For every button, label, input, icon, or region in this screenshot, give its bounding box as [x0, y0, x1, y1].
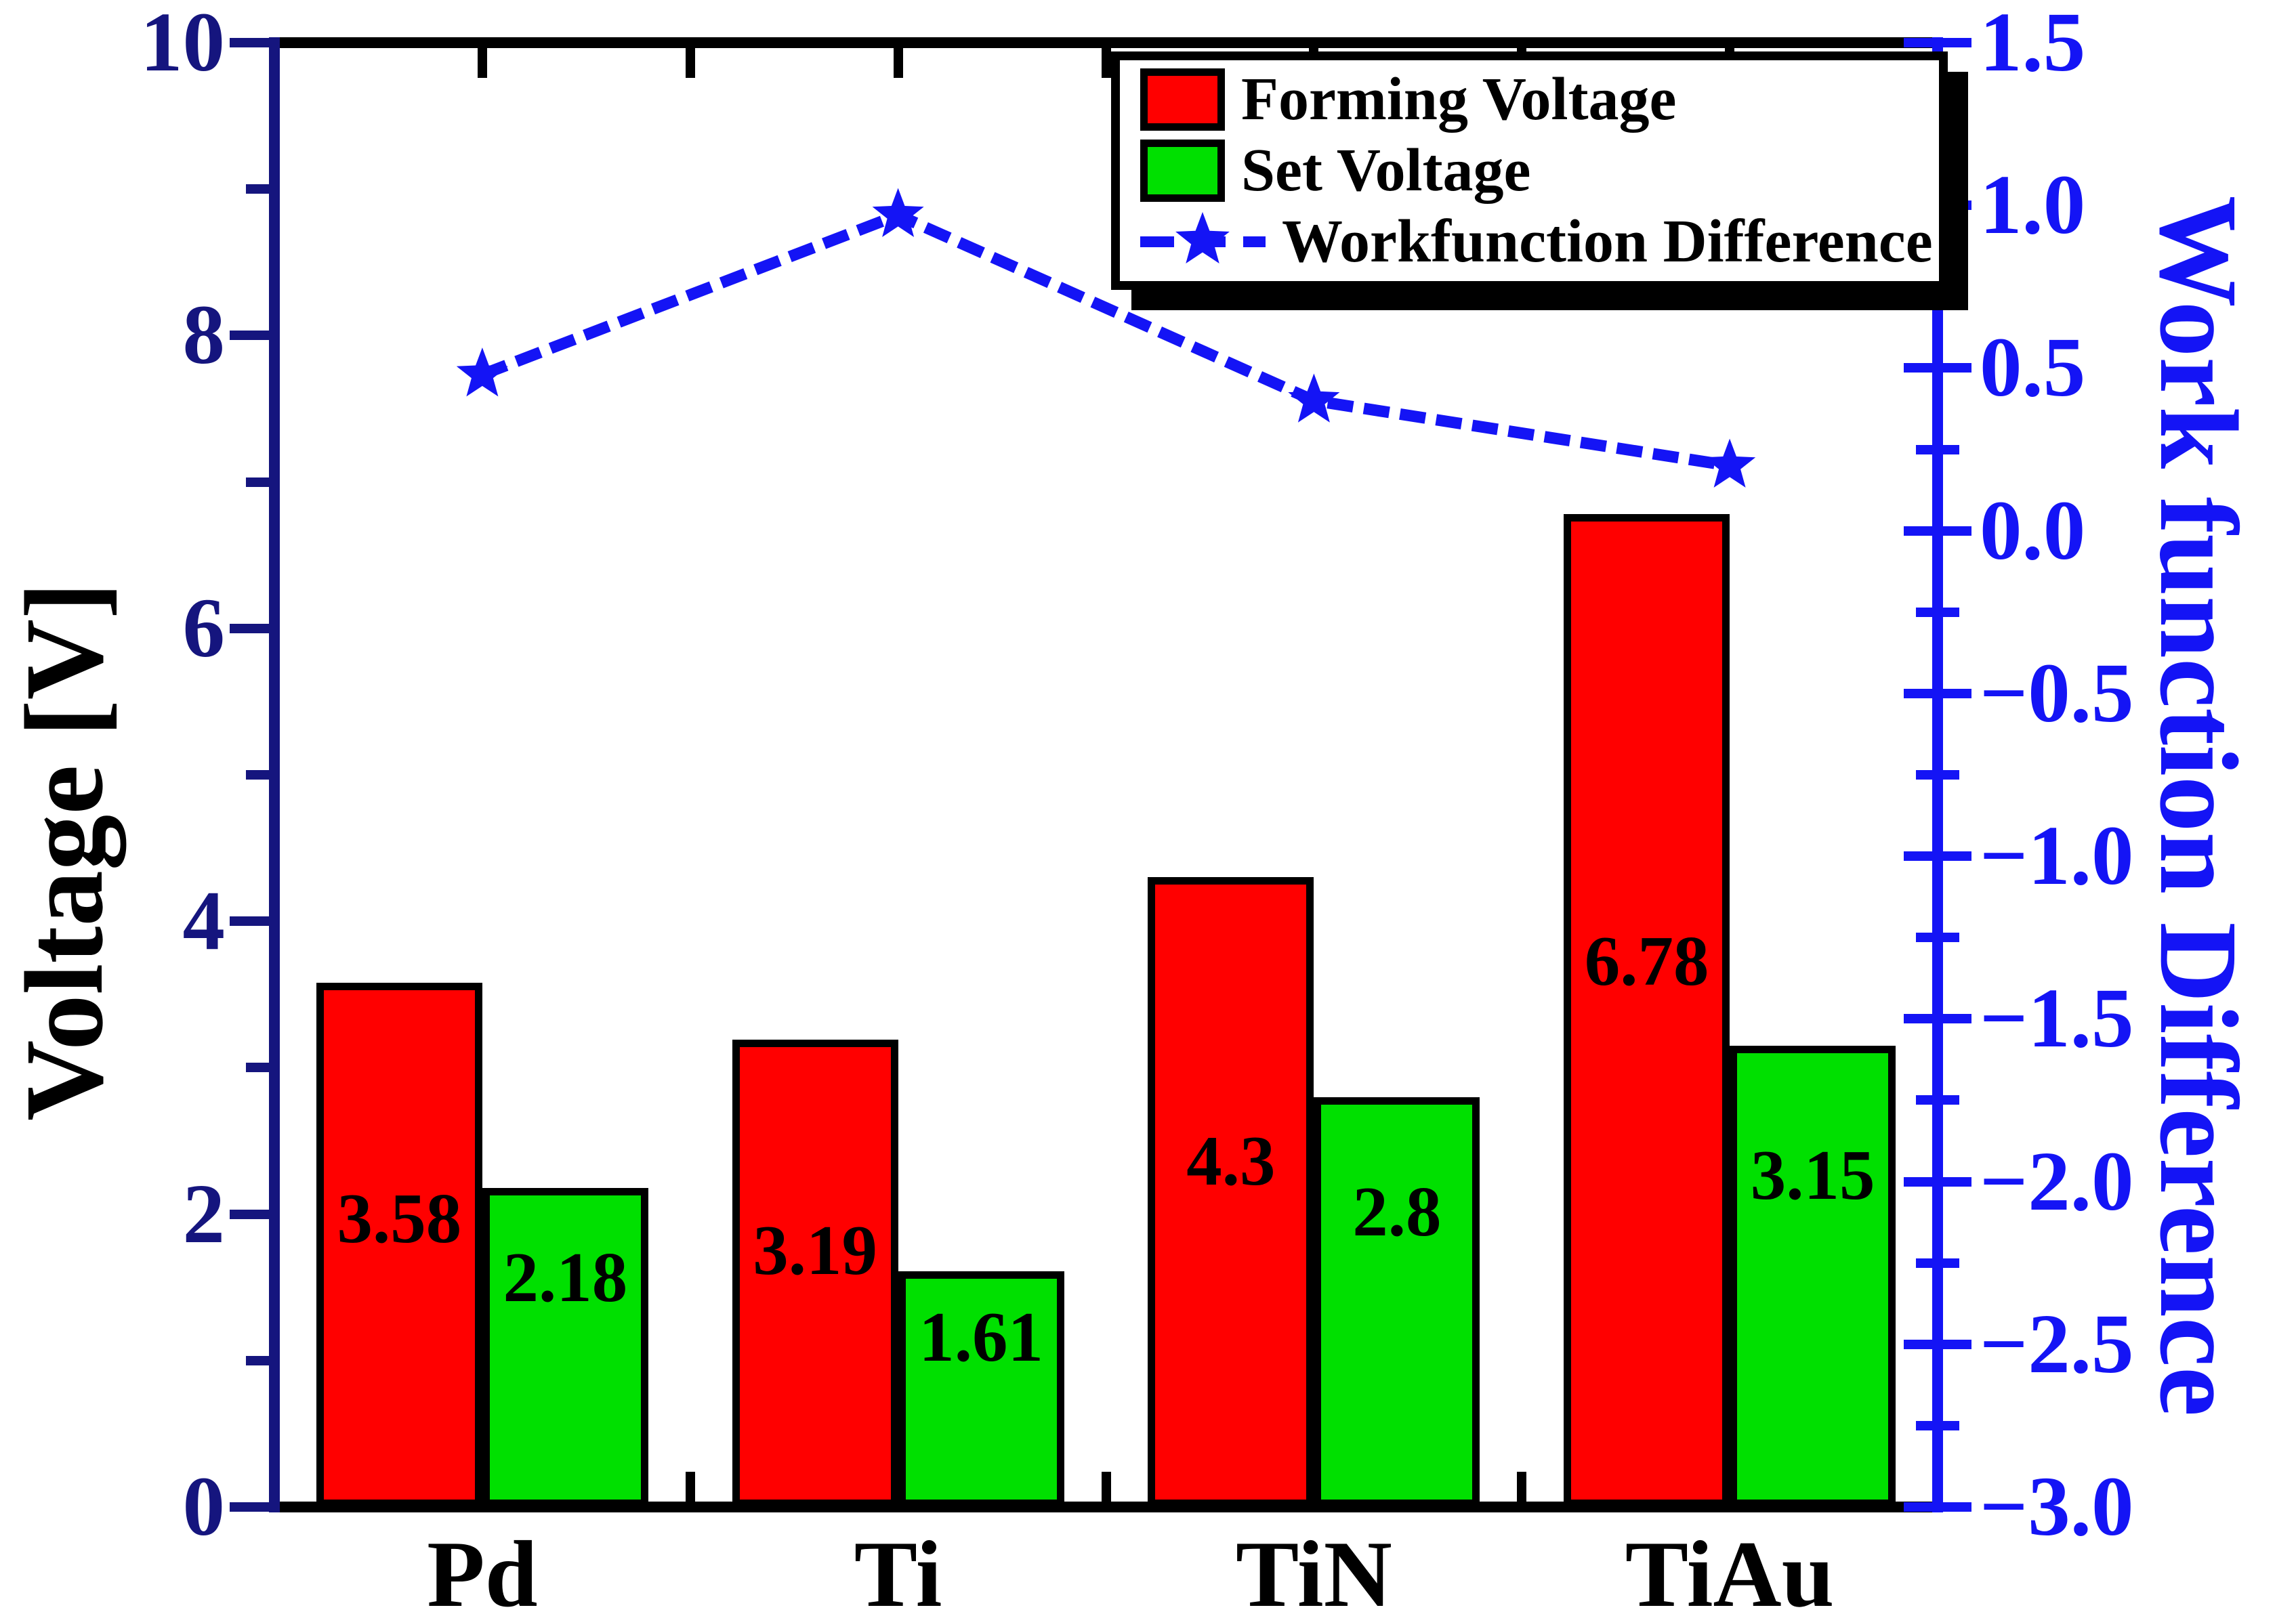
forming-voltage-value-label: 3.19 [753, 1210, 877, 1290]
right-axis-major-tick [1904, 1339, 1971, 1349]
set-voltage-bar [1730, 1045, 1896, 1507]
right-axis-minor-tick [1916, 770, 1959, 780]
left-axis-major-tick [230, 623, 269, 633]
right-axis-major-tick [1904, 363, 1971, 373]
left-axis-major-tick [230, 1209, 269, 1219]
left-axis-tick-label: 6 [182, 581, 226, 675]
bottom-spine [269, 1502, 1943, 1512]
top-axis-tick [893, 48, 903, 78]
set-voltage-bar [482, 1187, 648, 1507]
left-axis-minor-tick [246, 1063, 269, 1073]
x-axis-category-label: TiN [1235, 1522, 1392, 1614]
right-axis-tick-label: −3.0 [1980, 1460, 2134, 1554]
right-axis-tick-label: −0.5 [1980, 646, 2134, 740]
left-axis-tick-label: 8 [182, 289, 226, 383]
top-axis-tick [685, 48, 695, 78]
workfunction-star-marker [1288, 373, 1340, 423]
right-axis-tick-label: −2.0 [1980, 1134, 2134, 1229]
right-axis-major-tick [1904, 1014, 1971, 1024]
x-axis-category-label: Pd [427, 1522, 538, 1614]
forming-voltage-bar [316, 983, 482, 1507]
left-axis-major-tick [230, 916, 269, 927]
right-axis-tick-label: 1.5 [1980, 0, 2086, 89]
set-voltage-value-label: 3.15 [1750, 1134, 1875, 1214]
right-axis-minor-tick [1916, 444, 1959, 454]
workfunction-line [480, 209, 1731, 471]
x-axis-category-label: TiAu [1625, 1522, 1835, 1614]
right-axis-major-tick [1904, 1502, 1971, 1512]
left-axis-minor-tick [246, 1355, 269, 1365]
left-axis-tick-label: 2 [182, 1167, 226, 1261]
left-axis-major-tick [230, 1502, 269, 1512]
left-axis-minor-tick [246, 770, 269, 780]
right-axis-minor-tick [1916, 1420, 1959, 1430]
legend-label-forming: Forming Voltage [1241, 66, 1677, 133]
bottom-axis-tick [1101, 1472, 1111, 1502]
right-axis-major-tick [1904, 526, 1971, 536]
right-axis-tick-label: −1.5 [1980, 972, 2134, 1066]
left-axis-tick-label: 0 [182, 1460, 226, 1554]
left-axis-tick-label: 4 [182, 874, 226, 969]
x-axis-category-label: Ti [854, 1522, 942, 1614]
forming-voltage-swatch [1140, 68, 1225, 131]
set-voltage-value-label: 2.8 [1352, 1172, 1442, 1252]
forming-voltage-bar [1564, 514, 1730, 1507]
top-spine [269, 37, 1943, 48]
set-voltage-swatch [1140, 139, 1225, 202]
workfunction-star-marker [872, 188, 924, 237]
left-axis-minor-tick [246, 184, 269, 194]
right-axis-minor-tick [1916, 933, 1959, 943]
legend-label-set: Set Voltage [1241, 136, 1531, 204]
forming-voltage-bar [732, 1040, 898, 1507]
right-axis-tick-label: 1.0 [1980, 158, 2086, 253]
workfunction-star-marker [1704, 438, 1756, 488]
right-axis-major-tick [1904, 38, 1971, 47]
left-axis-tick-label: 10 [140, 0, 225, 89]
right-axis-major-tick [1904, 1176, 1971, 1187]
bottom-axis-tick [1517, 1472, 1527, 1502]
bottom-axis-tick [685, 1472, 695, 1502]
right-axis-minor-tick [1916, 607, 1959, 617]
forming-voltage-value-label: 3.58 [337, 1178, 462, 1258]
set-voltage-value-label: 1.61 [919, 1297, 1043, 1377]
legend-label-workfunction: Workfunction Difference [1282, 207, 1933, 275]
top-axis-tick [1101, 48, 1111, 78]
star-dash-line-icon [1140, 211, 1266, 263]
left-axis-major-tick [230, 38, 269, 47]
legend-row-workfunction: Workfunction Difference [1140, 208, 1939, 276]
right-axis-tick-label: −2.5 [1980, 1297, 2134, 1391]
right-axis-minor-tick [1916, 1095, 1959, 1105]
legend-row-forming: Forming Voltage [1140, 66, 1939, 133]
set-voltage-bar [898, 1271, 1064, 1507]
set-voltage-value-label: 2.18 [503, 1237, 628, 1317]
right-axis-tick-label: −1.0 [1980, 809, 2134, 904]
left-axis-spine [269, 37, 280, 1512]
left-axis-minor-tick [246, 477, 269, 487]
top-axis-tick [477, 48, 487, 78]
right-axis-major-tick [1904, 688, 1971, 698]
right-axis-tick-label: 0.5 [1980, 321, 2086, 415]
left-axis-major-tick [230, 331, 269, 341]
legend: Forming Voltage Set Voltage Workfunction… [1111, 51, 1948, 290]
forming-voltage-bar [1148, 877, 1314, 1507]
forming-voltage-value-label: 4.3 [1186, 1120, 1276, 1200]
legend-row-set: Set Voltage [1140, 137, 1939, 205]
right-axis-major-tick [1904, 851, 1971, 862]
set-voltage-bar [1314, 1097, 1480, 1507]
workfunction-star-marker [456, 347, 508, 397]
right-axis-minor-tick [1916, 1258, 1959, 1268]
right-axis-tick-label: 0.0 [1980, 484, 2086, 578]
forming-voltage-value-label: 6.78 [1584, 920, 1709, 1000]
